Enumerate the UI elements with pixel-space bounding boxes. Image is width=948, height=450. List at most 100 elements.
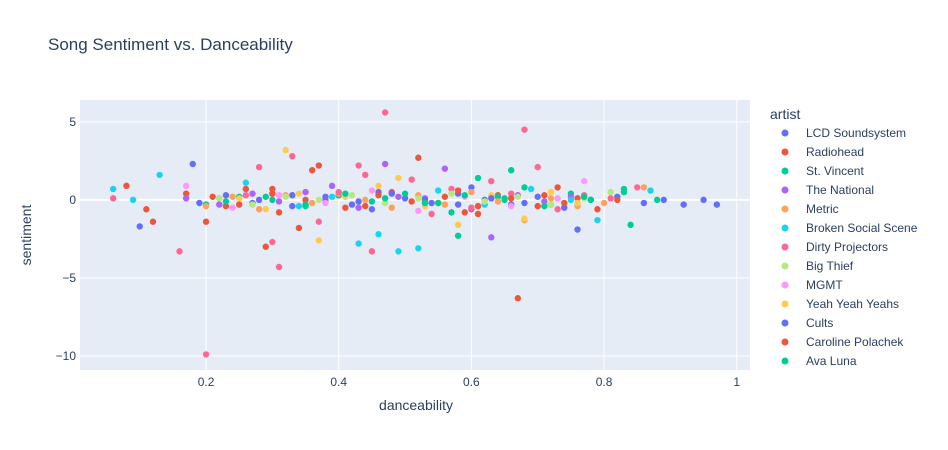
data-point[interactable] <box>381 160 389 168</box>
data-point[interactable] <box>269 238 276 246</box>
data-point[interactable] <box>428 199 435 207</box>
legend-item[interactable]: Radiohead <box>781 145 865 159</box>
data-point[interactable] <box>295 190 303 197</box>
data-point[interactable] <box>421 199 429 207</box>
data-point[interactable] <box>182 190 190 197</box>
data-point[interactable] <box>355 162 362 169</box>
data-point[interactable] <box>269 196 276 204</box>
data-point[interactable] <box>262 243 269 250</box>
data-point[interactable] <box>653 196 661 204</box>
data-point[interactable] <box>229 193 236 200</box>
data-point[interactable] <box>315 237 323 244</box>
data-point[interactable] <box>255 196 263 204</box>
data-point[interactable] <box>216 201 223 208</box>
data-point[interactable] <box>547 188 555 196</box>
data-point[interactable] <box>408 198 415 205</box>
legend-item[interactable]: Big Thief <box>781 259 854 273</box>
data-point[interactable] <box>574 226 581 233</box>
data-point[interactable] <box>494 198 502 205</box>
data-point[interactable] <box>282 193 289 200</box>
data-point[interactable] <box>448 209 455 216</box>
data-point[interactable] <box>289 152 296 160</box>
data-point[interactable] <box>222 192 230 199</box>
data-point[interactable] <box>700 196 707 204</box>
data-point[interactable] <box>368 206 376 213</box>
data-point[interactable] <box>242 192 250 199</box>
data-point[interactable] <box>182 182 190 190</box>
data-point[interactable] <box>322 193 329 200</box>
data-point[interactable] <box>554 195 561 202</box>
data-point[interactable] <box>474 174 482 182</box>
data-point[interactable] <box>255 163 263 171</box>
data-point[interactable] <box>713 201 721 208</box>
data-point[interactable] <box>156 171 163 179</box>
data-point[interactable] <box>534 163 541 171</box>
data-point[interactable] <box>275 263 283 271</box>
legend-item[interactable]: Broken Social Scene <box>781 221 918 235</box>
data-point[interactable] <box>574 195 581 202</box>
data-point[interactable] <box>302 188 309 196</box>
data-point[interactable] <box>255 206 263 213</box>
data-point[interactable] <box>202 351 210 358</box>
data-point[interactable] <box>269 185 276 193</box>
data-point[interactable] <box>368 187 376 194</box>
data-point[interactable] <box>143 206 150 213</box>
legend-item[interactable]: The National <box>781 183 875 197</box>
data-point[interactable] <box>415 207 422 215</box>
data-point[interactable] <box>322 199 329 207</box>
data-point[interactable] <box>488 234 495 241</box>
data-point[interactable] <box>627 221 634 229</box>
data-point[interactable] <box>275 209 283 216</box>
data-point[interactable] <box>123 182 130 190</box>
data-point[interactable] <box>574 199 581 207</box>
legend-item[interactable]: Dirty Projectors <box>781 240 889 254</box>
data-point[interactable] <box>514 295 522 302</box>
data-point[interactable] <box>202 202 210 210</box>
data-point[interactable] <box>176 248 183 255</box>
data-point[interactable] <box>488 177 495 185</box>
data-point[interactable] <box>468 184 475 191</box>
data-point[interactable] <box>468 188 475 196</box>
data-point[interactable] <box>262 206 269 213</box>
data-point[interactable] <box>342 204 349 211</box>
data-point[interactable] <box>474 202 482 210</box>
data-point[interactable] <box>415 195 422 202</box>
data-point[interactable] <box>395 248 402 255</box>
data-point[interactable] <box>182 195 190 202</box>
data-point[interactable] <box>249 201 256 208</box>
data-point[interactable] <box>242 185 250 193</box>
data-point[interactable] <box>236 201 243 208</box>
data-point[interactable] <box>554 184 561 191</box>
data-point[interactable] <box>328 182 336 190</box>
data-point[interactable] <box>355 198 362 205</box>
data-point[interactable] <box>295 202 303 210</box>
data-point[interactable] <box>521 215 528 222</box>
data-point[interactable] <box>375 182 382 190</box>
legend-item[interactable]: MGMT <box>781 278 844 292</box>
data-point[interactable] <box>521 184 528 191</box>
data-point[interactable] <box>289 192 296 199</box>
data-point[interactable] <box>647 187 654 194</box>
data-point[interactable] <box>295 224 303 232</box>
data-point[interactable] <box>388 204 395 211</box>
data-point[interactable] <box>348 192 356 199</box>
data-point[interactable] <box>308 199 316 207</box>
data-point[interactable] <box>381 109 389 116</box>
data-point[interactable] <box>342 190 349 197</box>
data-point[interactable] <box>541 198 548 205</box>
data-point[interactable] <box>501 196 508 204</box>
data-point[interactable] <box>415 245 422 252</box>
data-point[interactable] <box>507 167 515 174</box>
data-point[interactable] <box>454 232 462 239</box>
data-point[interactable] <box>541 192 548 199</box>
data-point[interactable] <box>507 202 515 210</box>
data-point[interactable] <box>362 202 369 210</box>
data-point[interactable] <box>362 196 369 204</box>
data-point[interactable] <box>580 193 588 200</box>
data-point[interactable] <box>308 167 316 174</box>
data-point[interactable] <box>640 184 648 191</box>
data-point[interactable] <box>202 218 210 225</box>
data-point[interactable] <box>328 193 336 200</box>
legend-item[interactable]: LCD Soundsystem <box>781 126 907 140</box>
data-point[interactable] <box>242 179 250 186</box>
